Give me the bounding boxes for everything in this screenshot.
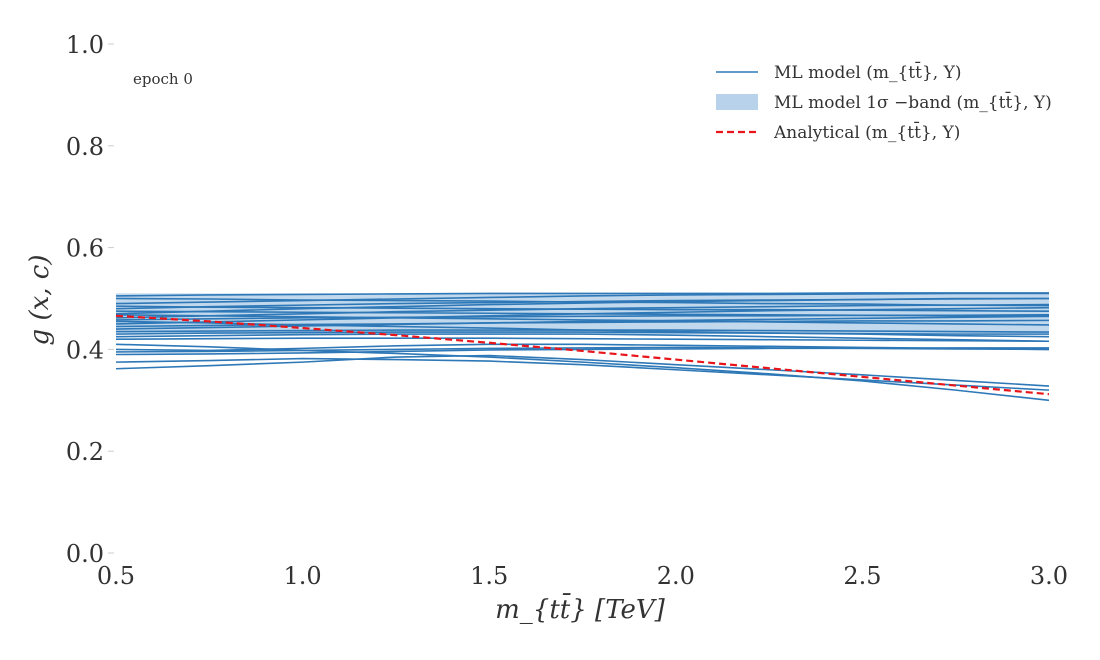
ml-model-line-22 [115,354,1050,387]
legend-label-0: ML model (m_{tt̄}, Y) [774,60,961,83]
epoch-annotation: epoch 0 [133,70,193,88]
legend-label-2: Analytical (m_{tt̄}, Y) [773,120,960,143]
ml-model-line-20 [115,347,1049,356]
x-tick-label-1: 1.0 [284,562,322,590]
x-tick-label-2: 1.5 [470,562,508,590]
analytical-line-layer [115,314,1050,396]
x-axis-label: m_{tt̄} [TeV] [495,592,666,625]
y-axis-label: g (x, c) [25,255,55,346]
ml-model-line-23 [115,343,1050,402]
ml-model-line-15 [115,331,1049,335]
x-tick-label-3: 2.0 [657,562,695,590]
x-tick-label-0: 0.5 [97,562,135,590]
ml-model-line-8 [115,303,1050,319]
y-tick-label-3: 0.6 [66,235,104,263]
ml-model-line-21 [115,357,1050,391]
ml-model-line-2 [115,292,1049,305]
axes: 0.5 1.0 1.5 2.0 2.5 3.0 0.0 0.2 0.4 0.6 0.8 1.0 [66,31,1068,590]
y-tick-label-1: 0.2 [66,438,104,466]
ml-model-line-7 [115,313,1050,326]
x-tick-label-4: 2.5 [843,562,881,590]
analytical-line [115,314,1050,396]
ml-model-line-0 [115,292,1049,297]
y-tick-label-5: 1.0 [66,31,104,59]
ml-model-line-11 [115,306,1050,325]
legend-swatch-band [716,94,758,110]
ml-model-line-17 [115,337,1050,343]
y-tick-label-2: 0.4 [66,336,104,364]
ml-model-line-9 [115,313,1050,321]
ml-model-line-6 [115,297,1049,315]
ml-model-line-16 [115,333,1050,343]
legend-label-1: ML model 1σ −band (m_{tt̄}, Y) [774,90,1052,113]
x-tick-label-5: 3.0 [1030,562,1068,590]
y-tick-label-4: 0.8 [66,133,104,161]
ml-model-line-14 [115,329,1050,333]
legend: ML model (m_{tt̄}, Y) ML model 1σ −band (… [716,60,1052,143]
y-tick-label-0: 0.0 [66,540,104,568]
